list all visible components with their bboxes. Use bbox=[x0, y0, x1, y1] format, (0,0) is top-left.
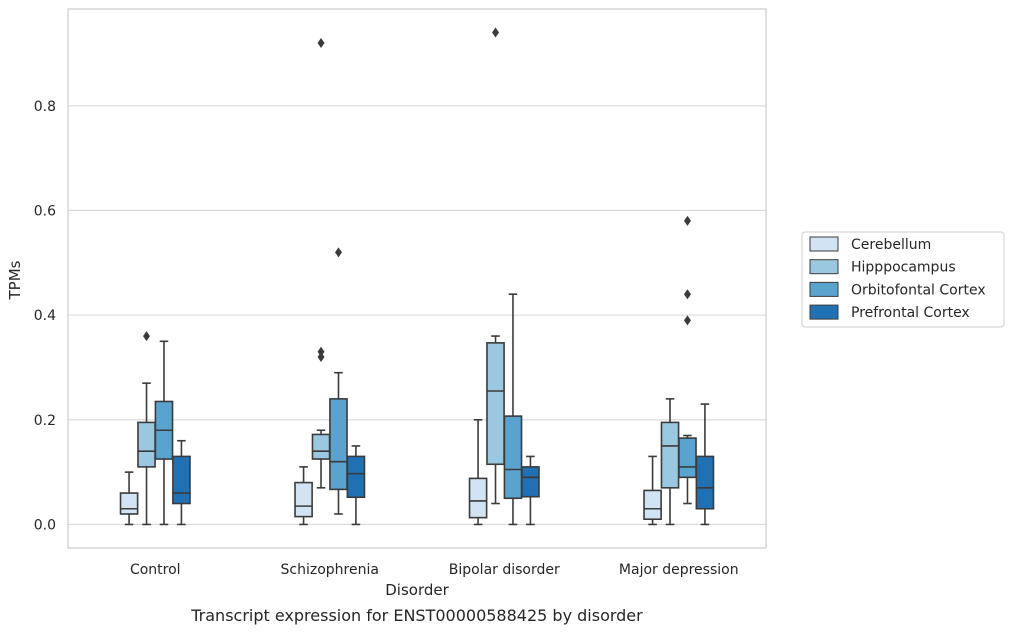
outlier-point bbox=[317, 38, 325, 49]
box-series bbox=[119, 27, 715, 526]
x-tick-label: Control bbox=[130, 562, 181, 578]
box-hipppocampus bbox=[137, 331, 156, 526]
box-hipppocampus bbox=[311, 38, 331, 489]
outlier-point bbox=[492, 27, 500, 38]
box-orbitofontal-cortex bbox=[503, 293, 523, 526]
legend-label: Hipppocampus bbox=[851, 260, 956, 276]
x-tick-label: Major depression bbox=[619, 562, 739, 578]
box-iqr bbox=[119, 492, 139, 515]
outlier-point bbox=[683, 315, 691, 326]
outlier-point bbox=[317, 351, 325, 362]
legend-swatch bbox=[809, 304, 839, 320]
y-tick-label: 0.6 bbox=[34, 203, 56, 219]
x-axis-label: Disorder bbox=[385, 581, 449, 599]
legend-label: Orbitofontal Cortex bbox=[851, 282, 986, 298]
box-orbitofontal-cortex bbox=[329, 247, 348, 515]
y-tick-label: 0.2 bbox=[34, 413, 56, 429]
legend-label: Cerebellum bbox=[851, 237, 931, 253]
box-prefrontal-cortex bbox=[346, 445, 366, 526]
box-iqr bbox=[346, 455, 366, 499]
plot-area-frame bbox=[67, 8, 767, 549]
x-tick-label: Schizophrenia bbox=[281, 562, 379, 578]
box-hipppocampus bbox=[486, 27, 505, 505]
legend: Cerebellum Hipppocampus Orbitofontal Corte… bbox=[801, 231, 1005, 328]
outlier-point bbox=[317, 346, 325, 357]
box-iqr bbox=[678, 437, 697, 479]
box-prefrontal-cortex bbox=[695, 403, 715, 526]
legend-label: Prefrontal Cortex bbox=[851, 305, 970, 321]
outlier-point bbox=[683, 289, 691, 300]
legend-swatch bbox=[809, 259, 839, 275]
box-iqr bbox=[468, 477, 488, 519]
box-iqr bbox=[486, 342, 505, 466]
box-cerebellum bbox=[119, 471, 139, 526]
y-tick-label: 0.4 bbox=[34, 308, 56, 324]
box-iqr bbox=[294, 481, 313, 518]
y-axis-ticks: 0.0 0.2 0.4 0.6 0.8 bbox=[34, 99, 56, 534]
box-iqr bbox=[695, 455, 715, 510]
figure-caption: Transcript expression for ENST0000058842… bbox=[191, 606, 643, 625]
box-iqr bbox=[137, 421, 156, 468]
outlier-point bbox=[334, 247, 342, 258]
y-tick-label: 0.0 bbox=[34, 517, 56, 533]
box-iqr bbox=[521, 466, 540, 498]
box-cerebellum bbox=[468, 418, 488, 526]
box-orbitofontal-cortex bbox=[678, 215, 697, 505]
box-cerebellum bbox=[294, 466, 313, 526]
box-cerebellum bbox=[643, 455, 662, 526]
legend-swatch bbox=[809, 236, 839, 252]
legend-swatch bbox=[809, 281, 839, 297]
box-prefrontal-cortex bbox=[521, 455, 540, 526]
box-prefrontal-cortex bbox=[172, 439, 191, 526]
box-iqr bbox=[329, 398, 348, 491]
box-iqr bbox=[503, 415, 523, 500]
x-axis-ticks: Control Schizophrenia Bipolar disorder Majo… bbox=[130, 562, 739, 578]
box-orbitofontal-cortex bbox=[154, 340, 174, 526]
box-hipppocampus bbox=[660, 398, 680, 526]
box-iqr bbox=[172, 455, 191, 505]
outlier-point bbox=[683, 215, 691, 226]
box-iqr bbox=[660, 421, 680, 489]
outlier-point bbox=[143, 331, 151, 342]
y-tick-label: 0.8 bbox=[34, 99, 56, 115]
legend-frame bbox=[801, 231, 1005, 328]
y-axis-label: TPMs bbox=[6, 260, 24, 300]
box-iqr bbox=[643, 489, 662, 521]
box-iqr bbox=[311, 433, 331, 460]
x-tick-label: Bipolar disorder bbox=[449, 562, 560, 578]
